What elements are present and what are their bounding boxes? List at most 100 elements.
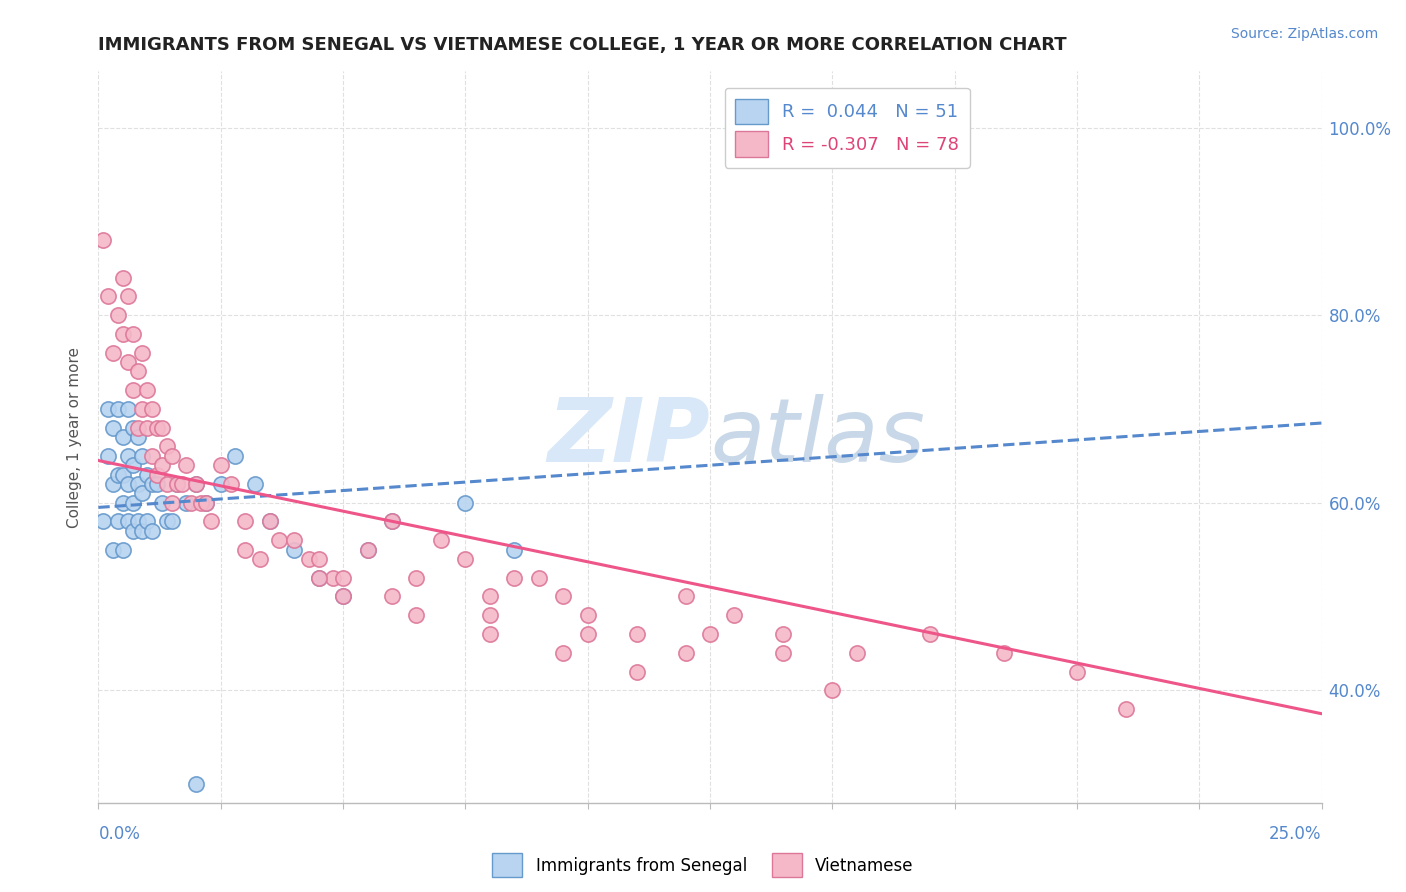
Point	[117, 401, 139, 416]
Point	[160, 449, 183, 463]
Point	[131, 449, 153, 463]
Point	[117, 515, 139, 529]
Point	[249, 552, 271, 566]
Point	[121, 458, 143, 473]
Legend: R =  0.044   N = 51, R = -0.307   N = 78: R = 0.044 N = 51, R = -0.307 N = 78	[724, 87, 970, 168]
Point	[186, 477, 208, 491]
Point	[233, 542, 256, 557]
Point	[259, 515, 281, 529]
Point	[381, 590, 404, 604]
Point	[308, 571, 330, 585]
Legend: Immigrants from Senegal, Vietnamese: Immigrants from Senegal, Vietnamese	[485, 847, 921, 884]
Point	[478, 627, 501, 641]
Point	[117, 289, 139, 303]
Point	[195, 496, 218, 510]
Point	[186, 477, 208, 491]
Point	[136, 420, 159, 434]
Point	[308, 571, 330, 585]
Point	[356, 542, 378, 557]
Point	[150, 458, 173, 473]
Point	[209, 458, 232, 473]
Point	[233, 515, 256, 529]
Point	[160, 515, 183, 529]
Point	[723, 608, 745, 623]
Point	[322, 571, 344, 585]
Point	[156, 515, 179, 529]
Point	[332, 590, 354, 604]
Point	[298, 552, 321, 566]
Point	[101, 345, 124, 359]
Point	[91, 515, 114, 529]
Point	[131, 345, 153, 359]
Point	[101, 420, 124, 434]
Point	[127, 515, 149, 529]
Text: IMMIGRANTS FROM SENEGAL VS VIETNAMESE COLLEGE, 1 YEAR OR MORE CORRELATION CHART: IMMIGRANTS FROM SENEGAL VS VIETNAMESE CO…	[98, 36, 1067, 54]
Point	[111, 326, 134, 341]
Point	[97, 401, 120, 416]
Point	[156, 440, 179, 454]
Point	[332, 571, 354, 585]
Point	[405, 571, 427, 585]
Point	[356, 542, 378, 557]
Point	[478, 608, 501, 623]
Point	[111, 496, 134, 510]
Point	[121, 524, 143, 538]
Point	[224, 449, 246, 463]
Point	[121, 496, 143, 510]
Point	[107, 467, 129, 482]
Point	[269, 533, 291, 548]
Point	[146, 467, 169, 482]
Point	[675, 590, 697, 604]
Point	[699, 627, 721, 641]
Point	[454, 552, 477, 566]
Point	[576, 627, 599, 641]
Text: 0.0%: 0.0%	[98, 825, 141, 843]
Point	[141, 401, 163, 416]
Point	[283, 533, 305, 548]
Point	[430, 533, 453, 548]
Point	[845, 646, 868, 660]
Point	[150, 496, 173, 510]
Point	[576, 608, 599, 623]
Point	[117, 449, 139, 463]
Point	[478, 590, 501, 604]
Point	[111, 542, 134, 557]
Point	[527, 571, 550, 585]
Point	[219, 477, 242, 491]
Point	[131, 401, 153, 416]
Y-axis label: College, 1 year or more: College, 1 year or more	[67, 347, 83, 527]
Point	[160, 496, 183, 510]
Point	[166, 477, 188, 491]
Point	[127, 477, 149, 491]
Point	[180, 496, 202, 510]
Point	[381, 515, 404, 529]
Point	[200, 515, 222, 529]
Point	[107, 515, 129, 529]
Point	[97, 289, 120, 303]
Point	[136, 383, 159, 397]
Point	[405, 608, 427, 623]
Point	[176, 496, 198, 510]
Point	[190, 496, 212, 510]
Point	[141, 449, 163, 463]
Point	[332, 590, 354, 604]
Point	[1115, 702, 1137, 716]
Point	[209, 477, 232, 491]
Point	[117, 477, 139, 491]
Point	[136, 467, 159, 482]
Text: Source: ZipAtlas.com: Source: ZipAtlas.com	[1230, 27, 1378, 41]
Point	[111, 430, 134, 444]
Point	[101, 542, 124, 557]
Point	[131, 524, 153, 538]
Point	[107, 401, 129, 416]
Point	[121, 326, 143, 341]
Point	[1066, 665, 1088, 679]
Point	[150, 420, 173, 434]
Point	[283, 542, 305, 557]
Point	[107, 308, 129, 322]
Point	[503, 571, 526, 585]
Point	[195, 496, 218, 510]
Point	[117, 355, 139, 369]
Point	[186, 777, 208, 791]
Point	[259, 515, 281, 529]
